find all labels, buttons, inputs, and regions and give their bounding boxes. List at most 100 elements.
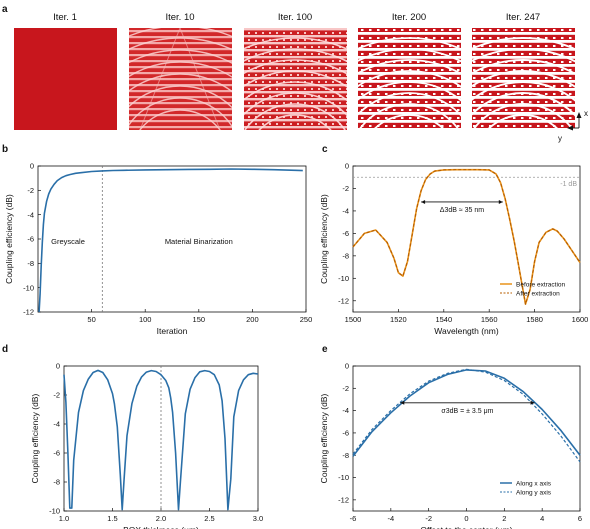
design-map-iter-100: [244, 28, 347, 130]
x-axis-label: Wavelength (nm): [434, 326, 499, 336]
y-tick-label: -8: [342, 251, 349, 260]
annotation-greyscale: Greyscale: [51, 237, 85, 246]
y-tick-label: 0: [345, 362, 349, 371]
x-tick-label: 2: [502, 514, 506, 523]
legend-label: Before extraction: [516, 282, 566, 289]
panel-a: a Iter. 1 Iter. 10 Iter. 100 Iter. 200 I…: [2, 4, 588, 143]
y-tick-label: -12: [23, 308, 34, 317]
x-tick-label: 6: [578, 514, 582, 523]
x-tick-label: 1.0: [59, 514, 69, 523]
y-tick-label: -4: [342, 207, 349, 216]
y-tick-label: -6: [27, 235, 34, 244]
x-tick-label: 1580: [526, 315, 543, 324]
axis-indicator-x: x: [584, 109, 588, 118]
design-map-iter-247: [472, 28, 575, 130]
x-tick-label: 4: [540, 514, 544, 523]
y-tick-label: -12: [338, 296, 349, 305]
y-tick-label: -8: [342, 451, 349, 460]
y-tick-label: -8: [53, 478, 60, 487]
x-tick-label: 1520: [390, 315, 407, 324]
annotation-label: Δ3dB ≈ 35 nm: [440, 207, 484, 214]
design-map-iter-200: [358, 28, 461, 130]
y-tick-label: -2: [342, 384, 349, 393]
iteration-label-1: Iter. 1: [53, 12, 77, 23]
y-tick-label: -10: [338, 473, 349, 482]
x-tick-label: 100: [139, 315, 152, 324]
x-axis-label: Iteration: [157, 326, 188, 336]
chart-coupling-vs-wavelength: 1500 1520 1540 1560 1580 1600 0 -2 -4 -6 -8 -10 -12 W…: [319, 162, 588, 336]
chart-coupling-vs-iteration: 50 100 150 200 250 0 -2 -4 -6 -8 -10 -12 Iteration Co…: [4, 162, 312, 336]
x-tick-label: -2: [425, 514, 432, 523]
annotation-label: σ3dB = ± 3.5 μm: [441, 408, 493, 415]
y-axis-label: Coupling efficiency (dB): [4, 194, 14, 284]
x-tick-label: 0: [464, 514, 468, 523]
panel-b-letter: b: [2, 144, 8, 155]
x-tick-label: 1500: [345, 315, 362, 324]
x-tick-label: 2.5: [204, 514, 214, 523]
y-tick-label: -10: [23, 283, 34, 292]
y-tick-label: -2: [342, 184, 349, 193]
series-line-along-y-axis: [352, 368, 581, 463]
y-tick-label: -6: [342, 229, 349, 238]
y-tick-label: -12: [338, 495, 349, 504]
x-tick-label: 200: [246, 315, 259, 324]
y-tick-label: -4: [27, 210, 34, 219]
annotation-arrow-head-left: [421, 199, 426, 204]
x-tick-label: 1.5: [107, 514, 117, 523]
y-axis-label: Coupling efficiency (dB): [30, 394, 40, 484]
panel-e-letter: e: [322, 344, 328, 355]
legend-label: Along x axis: [516, 481, 552, 488]
x-tick-label: 1560: [481, 315, 498, 324]
x-tick-label: 1600: [572, 315, 589, 324]
y-axis-label: Coupling efficiency (dB): [319, 194, 329, 284]
legend-label: After extraction: [516, 291, 560, 298]
y-tick-label: -2: [53, 391, 60, 400]
design-map-iter-1: [14, 28, 117, 130]
panel-a-letter: a: [2, 4, 8, 15]
annotation-binarization: Material Binarization: [165, 237, 233, 246]
y-tick-label: -10: [338, 274, 349, 283]
iteration-label-100: Iter. 100: [278, 12, 312, 23]
y-tick-label: -4: [53, 420, 60, 429]
x-tick-label: 3.0: [253, 514, 263, 523]
x-tick-label: 50: [87, 315, 95, 324]
chart-coupling-vs-offset: -6 -4 -2 0 2 4 6 0 -2 -4 -6 -8 -10 -12 Offset to the c…: [319, 362, 582, 529]
x-axis-label: Offset to the center (μm): [420, 525, 512, 529]
axis-indicator-y: y: [558, 134, 562, 143]
reference-hline-label: -1 dB: [560, 181, 577, 188]
axis-indicator: x y: [558, 109, 588, 143]
series-line-after-extraction: [352, 169, 581, 305]
plot-frame: [352, 165, 581, 313]
x-tick-label: 1540: [435, 315, 452, 324]
x-tick-label: 250: [300, 315, 313, 324]
legend-label: Along y axis: [516, 490, 552, 497]
iteration-label-200: Iter. 200: [392, 12, 426, 23]
y-tick-label: -2: [27, 186, 34, 195]
y-tick-label: -8: [27, 259, 34, 268]
x-tick-label: 2.0: [156, 514, 166, 523]
y-tick-label: 0: [30, 162, 34, 171]
y-axis-label: Coupling efficiency (dB): [319, 394, 329, 484]
y-tick-label: -6: [342, 429, 349, 438]
annotation-arrow-head-right: [530, 400, 535, 405]
series-line-main: [63, 369, 259, 511]
panel-d-letter: d: [2, 344, 8, 355]
annotation-arrow-head-left: [400, 400, 405, 405]
annotation-arrow-head-right: [498, 199, 503, 204]
y-tick-label: 0: [345, 162, 349, 171]
y-tick-label: -10: [49, 507, 60, 516]
y-tick-label: 0: [56, 362, 60, 371]
x-axis-label: BOX thickness (μm): [123, 525, 199, 529]
x-tick-label: -4: [387, 514, 394, 523]
series-line-main: [38, 168, 303, 313]
y-tick-label: -6: [53, 449, 60, 458]
x-tick-label: -6: [350, 514, 357, 523]
chart-coupling-vs-box-thickness: 1.0 1.5 2.0 2.5 3.0 0 -2 -4 -6 -8 -10 BOX thickness…: [30, 362, 263, 529]
y-tick-label: -4: [342, 406, 349, 415]
x-tick-label: 150: [193, 315, 206, 324]
design-map-iter-10: [129, 28, 232, 130]
panel-c-letter: c: [322, 144, 328, 155]
iteration-label-10: Iter. 10: [165, 12, 194, 23]
iteration-label-247: Iter. 247: [506, 12, 540, 23]
